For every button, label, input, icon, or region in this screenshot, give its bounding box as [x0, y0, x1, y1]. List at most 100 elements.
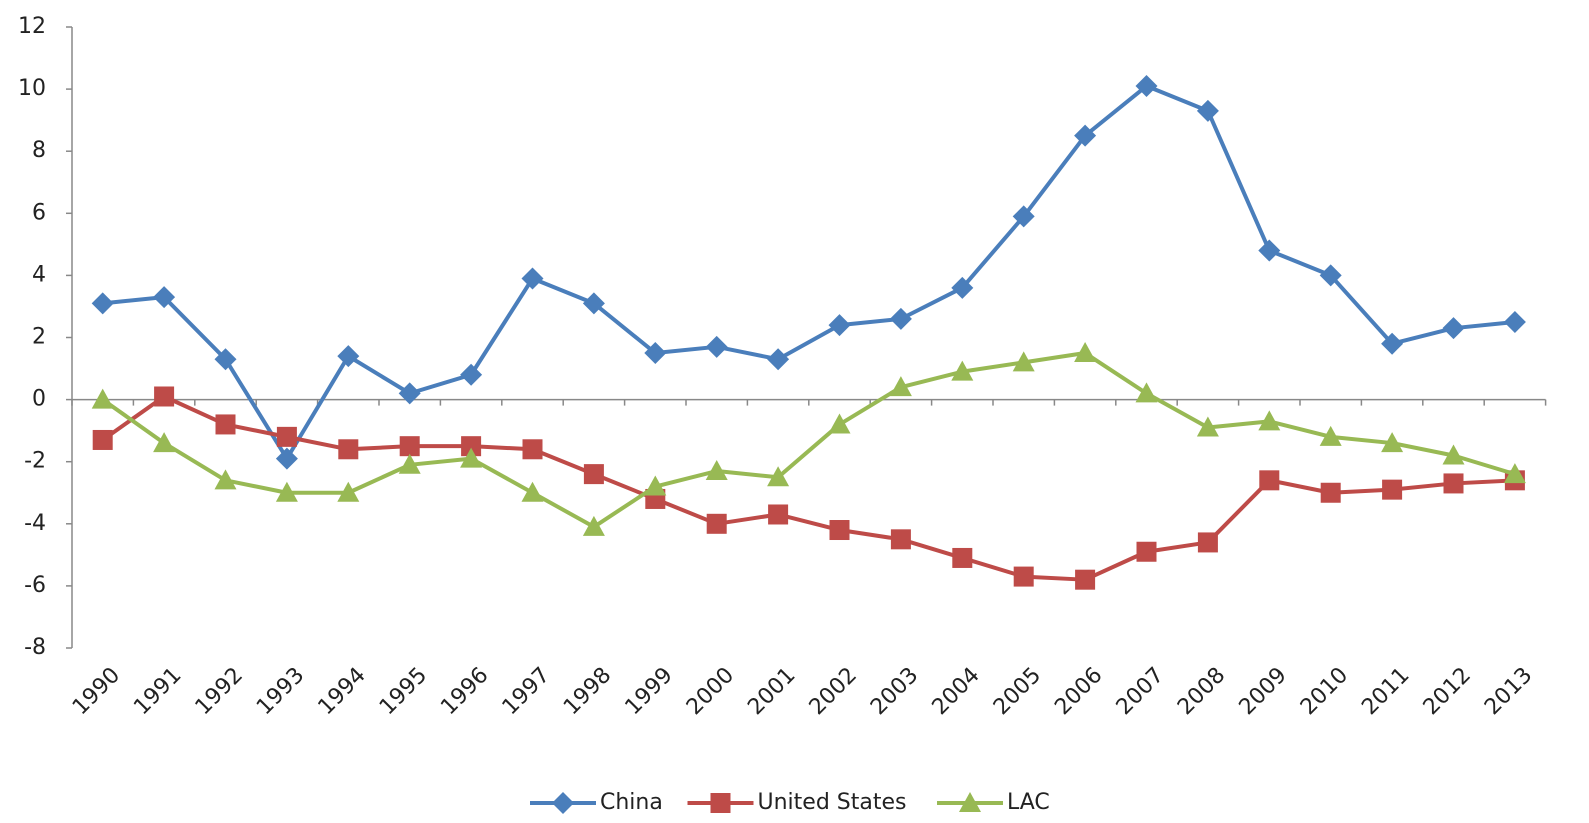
x-tick-label: 1990	[68, 663, 125, 720]
data-point	[398, 453, 421, 474]
y-tick-label: -4	[24, 511, 46, 536]
data-point	[521, 267, 544, 290]
data-point	[1382, 479, 1403, 500]
data-point	[1012, 351, 1035, 372]
data-point	[829, 520, 850, 541]
x-tick-label: 2001	[743, 663, 800, 720]
data-point	[275, 447, 298, 470]
x-tick-label: 1993	[252, 663, 309, 720]
data-point	[890, 529, 911, 550]
data-point	[214, 469, 237, 490]
data-point	[399, 436, 420, 457]
x-tick-label: 1994	[314, 663, 371, 720]
data-point	[1258, 410, 1281, 431]
x-tick-label: 2012	[1419, 663, 1476, 720]
data-point	[767, 348, 790, 371]
x-tick-label: 2013	[1480, 663, 1537, 720]
data-point	[1259, 470, 1280, 491]
data-point	[1319, 425, 1342, 446]
data-point	[952, 547, 973, 568]
data-point	[705, 460, 728, 481]
legend-label: China	[600, 790, 663, 815]
y-tick-label: 12	[18, 14, 46, 39]
data-point	[1135, 382, 1158, 403]
data-point	[1319, 264, 1342, 287]
x-tick-label: 2005	[989, 663, 1046, 720]
data-point	[1503, 310, 1526, 333]
data-point	[215, 414, 236, 435]
data-point	[583, 464, 604, 485]
data-point	[1012, 205, 1035, 228]
x-tick-label: 1991	[129, 663, 186, 720]
y-tick-label: -6	[24, 573, 46, 598]
data-point	[828, 413, 851, 434]
data-point	[1381, 332, 1404, 355]
x-tick-label: 2006	[1050, 663, 1107, 720]
data-point	[153, 432, 176, 453]
x-tick-label: 2009	[1235, 663, 1292, 720]
data-point	[889, 376, 912, 397]
y-tick-label: 6	[32, 200, 46, 225]
legend-label: United States	[758, 790, 907, 815]
legend-marker	[710, 793, 731, 813]
data-point	[951, 360, 974, 381]
data-point	[1197, 532, 1218, 553]
x-tick-label: 1992	[191, 663, 248, 720]
x-tick-label: 2003	[866, 663, 923, 720]
data-point	[1013, 566, 1034, 587]
data-point	[1320, 482, 1341, 503]
data-point	[828, 314, 851, 337]
data-point	[337, 345, 360, 368]
y-tick-label: -2	[24, 449, 46, 474]
data-point	[276, 426, 297, 447]
data-point	[1136, 541, 1157, 562]
data-point	[91, 292, 114, 315]
data-point	[1443, 473, 1464, 494]
y-tick-label: 4	[32, 262, 46, 287]
data-point	[214, 348, 237, 371]
series-line	[101, 394, 1516, 582]
data-point	[338, 439, 359, 460]
legend-label: LAC	[1007, 790, 1050, 815]
data-point	[398, 382, 421, 405]
data-point	[337, 481, 360, 502]
data-point	[92, 429, 113, 450]
x-tick-label: 2002	[805, 663, 862, 720]
x-tick-label: 1996	[436, 663, 493, 720]
x-tick-label: 2011	[1357, 663, 1414, 720]
x-tick-label: 1997	[498, 663, 555, 720]
y-tick-label: -8	[24, 635, 46, 660]
data-point	[1075, 569, 1096, 590]
data-point	[644, 475, 667, 496]
legend-marker	[552, 792, 574, 814]
data-point	[460, 363, 483, 386]
data-point	[460, 447, 483, 468]
data-point	[1442, 317, 1465, 340]
x-tick-label: 2007	[1112, 663, 1169, 720]
x-tick-label: 1995	[375, 663, 432, 720]
x-tick-label: 2010	[1296, 663, 1353, 720]
data-point	[1442, 444, 1465, 465]
data-point	[1074, 342, 1097, 363]
series-line	[101, 351, 1516, 529]
data-point	[582, 515, 605, 536]
data-point	[1196, 99, 1219, 122]
data-point	[1196, 416, 1219, 437]
data-point	[767, 466, 790, 487]
y-tick-label: 10	[18, 76, 46, 101]
data-point	[1258, 239, 1281, 262]
data-point	[889, 307, 912, 330]
x-tick-label: 2000	[682, 663, 739, 720]
x-tick-label: 1999	[621, 663, 678, 720]
data-point	[153, 286, 176, 309]
x-tick-label: 2004	[928, 663, 985, 720]
data-point	[768, 504, 789, 525]
data-point	[705, 335, 728, 358]
data-point	[644, 342, 667, 365]
data-point	[154, 386, 175, 407]
series-line	[102, 83, 1516, 461]
data-point	[91, 388, 114, 409]
y-tick-label: 8	[32, 138, 46, 163]
data-point	[1503, 463, 1526, 484]
x-tick-label: 1998	[559, 663, 616, 720]
